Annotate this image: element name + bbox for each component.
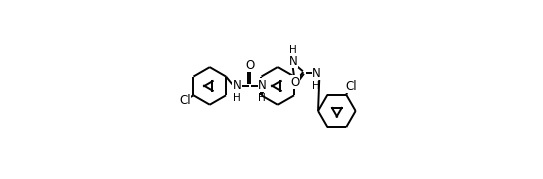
Text: H: H bbox=[233, 93, 241, 103]
Text: N: N bbox=[289, 55, 298, 68]
Text: O: O bbox=[290, 76, 299, 89]
Text: N: N bbox=[258, 79, 267, 91]
Text: H: H bbox=[312, 81, 320, 91]
Text: Cl: Cl bbox=[345, 80, 357, 93]
Text: Cl: Cl bbox=[179, 94, 191, 107]
Text: H: H bbox=[289, 45, 297, 55]
Text: N: N bbox=[232, 79, 241, 91]
Text: O: O bbox=[245, 59, 254, 72]
Text: H: H bbox=[258, 93, 266, 103]
Text: N: N bbox=[312, 67, 320, 80]
